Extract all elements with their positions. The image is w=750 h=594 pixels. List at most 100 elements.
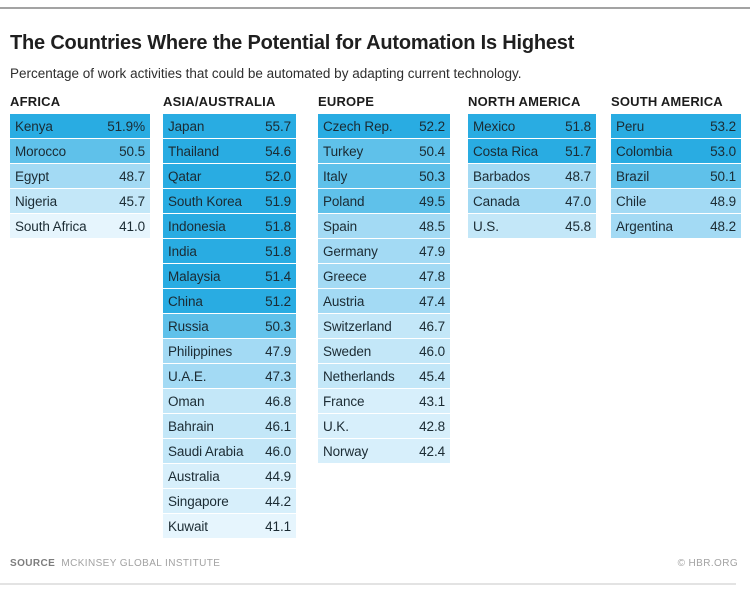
- country-value: 48.2: [710, 218, 736, 234]
- region-header: SOUTH AMERICA: [611, 94, 723, 109]
- country-label: Sweden: [323, 343, 372, 359]
- country-value: 47.8: [419, 268, 445, 284]
- country-value: 41.1: [265, 518, 291, 534]
- country-value: 47.4: [419, 293, 445, 309]
- source-label: SOURCE: [10, 558, 56, 569]
- table-row: China 51.2: [163, 289, 296, 313]
- country-value: 54.6: [265, 143, 291, 159]
- country-label: Japan: [168, 118, 205, 134]
- country-value: 50.4: [419, 143, 445, 159]
- country-value: 51.8: [265, 218, 291, 234]
- country-label: India: [168, 243, 197, 259]
- table-row: Egypt 48.7: [10, 164, 150, 188]
- country-label: Saudi Arabia: [168, 443, 244, 459]
- table-row: Mexico 51.8: [468, 114, 596, 138]
- country-label: Australia: [168, 468, 220, 484]
- region-columns: AFRICA Kenya 51.9% Morocco 50.5 Egypt 48.7 Nige…: [10, 94, 741, 539]
- table-row: Spain 48.5: [318, 214, 450, 238]
- country-value: 47.9: [265, 343, 291, 359]
- table-row: Indonesia 51.8: [163, 214, 296, 238]
- table-row: Chile 48.9: [611, 189, 741, 213]
- country-label: Czech Rep.: [323, 118, 393, 134]
- region-column-north-america: NORTH AMERICA Mexico 51.8 Costa Rica 51.7 Bar…: [468, 94, 596, 239]
- country-value: 46.0: [419, 343, 445, 359]
- country-value: 52.2: [419, 118, 445, 134]
- top-rule: [0, 7, 750, 9]
- country-label: Mexico: [473, 118, 516, 134]
- country-value: 50.3: [419, 168, 445, 184]
- table-row: Philippines 47.9: [163, 339, 296, 363]
- country-value: 43.1: [419, 393, 445, 409]
- country-value: 48.5: [419, 218, 445, 234]
- country-label: France: [323, 393, 365, 409]
- country-value: 42.8: [419, 418, 445, 434]
- country-value: 51.9%: [107, 118, 145, 134]
- table-row: Saudi Arabia 46.0: [163, 439, 296, 463]
- country-label: Bahrain: [168, 418, 214, 434]
- region-rows: Japan 55.7 Thailand 54.6 Qatar 52.0 South Kore…: [163, 114, 296, 538]
- table-row: Kuwait 41.1: [163, 514, 296, 538]
- country-value: 51.7: [565, 143, 591, 159]
- country-value: 52.0: [265, 168, 291, 184]
- country-value: 51.9: [265, 193, 291, 209]
- table-row: Austria 47.4: [318, 289, 450, 313]
- table-row: Qatar 52.0: [163, 164, 296, 188]
- country-value: 53.0: [710, 143, 736, 159]
- country-value: 46.1: [265, 418, 291, 434]
- country-label: Barbados: [473, 168, 530, 184]
- country-label: Canada: [473, 193, 520, 209]
- table-row: Czech Rep. 52.2: [318, 114, 450, 138]
- country-label: Greece: [323, 268, 367, 284]
- country-value: 44.2: [265, 493, 291, 509]
- country-label: Nigeria: [15, 193, 58, 209]
- source-line: SOURCE MCKINSEY GLOBAL INSTITUTE: [10, 558, 220, 569]
- country-value: 46.8: [265, 393, 291, 409]
- country-value: 45.8: [565, 218, 591, 234]
- table-row: Malaysia 51.4: [163, 264, 296, 288]
- table-row: Peru 53.2: [611, 114, 741, 138]
- country-label: Spain: [323, 218, 358, 234]
- country-label: China: [168, 293, 203, 309]
- country-value: 46.7: [419, 318, 445, 334]
- country-value: 47.9: [419, 243, 445, 259]
- table-row: Japan 55.7: [163, 114, 296, 138]
- table-row: Sweden 46.0: [318, 339, 450, 363]
- country-label: Poland: [323, 193, 365, 209]
- country-label: Brazil: [616, 168, 650, 184]
- table-row: U.A.E. 47.3: [163, 364, 296, 388]
- country-value: 51.2: [265, 293, 291, 309]
- table-row: South Korea 51.9: [163, 189, 296, 213]
- country-label: Italy: [323, 168, 348, 184]
- region-header: NORTH AMERICA: [468, 94, 581, 109]
- region-header: EUROPE: [318, 94, 375, 109]
- table-row: Thailand 54.6: [163, 139, 296, 163]
- country-value: 48.9: [710, 193, 736, 209]
- region-column-africa: AFRICA Kenya 51.9% Morocco 50.5 Egypt 48.7 Nige…: [10, 95, 150, 239]
- country-label: Norway: [323, 443, 369, 459]
- region-header: ASIA/AUSTRALIA: [163, 94, 276, 109]
- country-value: 45.7: [119, 193, 145, 209]
- country-label: Russia: [168, 318, 209, 334]
- country-label: U.A.E.: [168, 368, 207, 384]
- country-value: 51.4: [265, 268, 291, 284]
- table-row: Brazil 50.1: [611, 164, 741, 188]
- table-row: Australia 44.9: [163, 464, 296, 488]
- country-value: 55.7: [265, 118, 291, 134]
- source-name: MCKINSEY GLOBAL INSTITUTE: [61, 558, 221, 569]
- country-value: 53.2: [710, 118, 736, 134]
- country-label: Germany: [323, 243, 378, 259]
- country-label: Costa Rica: [473, 143, 539, 159]
- table-row: France 43.1: [318, 389, 450, 413]
- page-subtitle: Percentage of work activities that could…: [10, 65, 522, 81]
- table-row: Costa Rica 51.7: [468, 139, 596, 163]
- region-rows: Kenya 51.9% Morocco 50.5 Egypt 48.7 Nigeria 45.…: [10, 114, 150, 238]
- region-rows: Peru 53.2 Colombia 53.0 Brazil 50.1 Chile 48.9 A…: [611, 114, 741, 238]
- region-column-south-america: SOUTH AMERICA Peru 53.2 Colombia 53.0 Brazil 5…: [611, 94, 741, 239]
- country-label: Singapore: [168, 493, 229, 509]
- country-label: Malaysia: [168, 268, 221, 284]
- country-label: Argentina: [616, 218, 673, 234]
- country-value: 47.0: [565, 193, 591, 209]
- region-column-asia-australia: ASIA/AUSTRALIA Japan 55.7 Thailand 54.6 Qatar…: [163, 94, 296, 539]
- country-label: Colombia: [616, 143, 673, 159]
- country-value: 46.0: [265, 443, 291, 459]
